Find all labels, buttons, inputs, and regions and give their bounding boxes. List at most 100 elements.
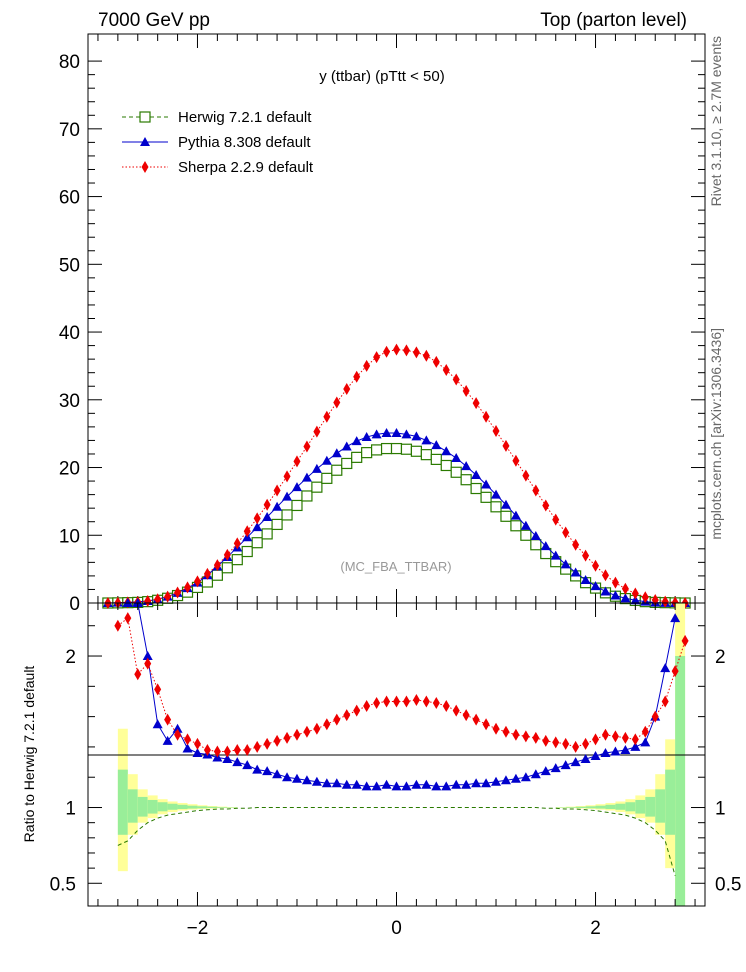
- ratio-point-filled-triangle: [222, 754, 233, 764]
- data-point-filled-diamond: [323, 410, 331, 423]
- ratio-point-filled-diamond: [313, 722, 321, 735]
- data-point-filled-diamond: [522, 469, 530, 482]
- ratio-point-filled-triangle: [500, 775, 511, 785]
- legend-entry: Herwig 7.2.1 default: [178, 109, 312, 126]
- ratio-point-filled-diamond: [502, 725, 510, 738]
- data-point-filled-diamond: [353, 370, 361, 383]
- ratio-point-filled-triangle: [431, 781, 442, 791]
- data-point-filled-triangle: [282, 491, 293, 501]
- upper-panel: y (ttbar) (pTtt < 50) (MC_FBA_TTBAR) 0 10…: [59, 33, 706, 615]
- data-point-filled-diamond: [601, 569, 609, 582]
- data-point-open-square: [500, 510, 512, 522]
- y-tick-label-ratio: 1: [65, 799, 76, 820]
- ratio-point-filled-diamond: [233, 743, 241, 756]
- band-stat: [575, 806, 586, 808]
- data-point-filled-triangle: [461, 461, 472, 471]
- ratio-point-filled-diamond: [174, 728, 182, 741]
- data-point-open-square: [261, 528, 273, 540]
- ratio-point-filled-diamond: [412, 693, 420, 706]
- data-point-filled-diamond: [363, 359, 371, 372]
- ratio-point-filled-diamond: [373, 696, 381, 709]
- x-tick-label: 2: [590, 918, 601, 939]
- ratio-point-filled-triangle: [510, 773, 521, 783]
- y-tick-label-upper: 30: [59, 391, 80, 412]
- ratio-point-filled-diamond: [154, 683, 162, 696]
- ratio-panel: 0.5 0.5 1 1 2 2 Ratio to Herwig 7.2.1 default: [21, 598, 741, 907]
- ratio-point-filled-diamond: [592, 733, 600, 746]
- data-point-open-square: [341, 457, 353, 470]
- ratio-point-filled-triangle: [630, 741, 641, 751]
- ratio-point-filled-diamond: [213, 745, 221, 758]
- data-point-filled-triangle: [570, 567, 581, 577]
- side-label-site: mcplots.cern.ch [arXiv:1306.3436]: [708, 328, 724, 540]
- upper-ticks: 0 10 20 30 40 50 60 70 80: [59, 34, 705, 615]
- data-point-filled-diamond: [572, 538, 580, 551]
- ratio-point-filled-triangle: [331, 778, 342, 788]
- ratio-point-filled-diamond: [402, 695, 410, 708]
- ratio-point-filled-triangle: [471, 778, 482, 788]
- ratio-point-filled-triangle: [192, 747, 203, 757]
- data-point-filled-diamond: [661, 595, 669, 608]
- ratio-point-filled-triangle: [162, 735, 173, 745]
- data-point-filled-diamond: [641, 591, 649, 604]
- data-point-filled-diamond: [592, 559, 600, 572]
- ratio-point-filled-triangle: [291, 773, 302, 783]
- ratio-point-filled-triangle: [401, 781, 412, 791]
- data-point-open-square: [380, 442, 393, 455]
- band-stat: [615, 803, 626, 810]
- ratio-point-filled-diamond: [203, 743, 211, 756]
- y-tick-label-upper: 40: [59, 323, 80, 344]
- data-point-filled-triangle: [540, 541, 551, 551]
- band-stat: [217, 807, 228, 808]
- ratio-point-filled-diamond: [562, 737, 570, 750]
- data-point-filled-triangle: [610, 590, 621, 600]
- data-point-filled-triangle: [311, 463, 322, 473]
- x-tick-label: −2: [187, 918, 209, 939]
- ratio-point-filled-triangle: [311, 776, 322, 786]
- data-point-open-square: [251, 537, 263, 549]
- data-point-filled-diamond: [343, 382, 351, 395]
- y-tick-label-ratio: 0.5: [50, 874, 76, 895]
- band-stat: [207, 806, 218, 808]
- ratio-point-filled-diamond: [383, 695, 391, 708]
- data-point-filled-diamond: [174, 586, 182, 599]
- data-point-filled-triangle: [351, 436, 362, 446]
- ratio-point-filled-triangle: [381, 779, 392, 789]
- data-point-open-square: [211, 569, 223, 581]
- data-point-filled-triangle: [421, 435, 432, 445]
- band-stat: [137, 796, 148, 817]
- data-point-filled-triangle: [520, 520, 531, 530]
- y-tick-label-upper: 10: [59, 526, 80, 547]
- chart-title: y (ttbar) (pTtt < 50): [319, 68, 444, 85]
- ratio-point-filled-triangle: [242, 760, 253, 770]
- ratio-point-filled-triangle: [262, 766, 273, 776]
- data-point-filled-triangle: [371, 429, 382, 439]
- data-point-filled-diamond: [293, 455, 301, 468]
- data-point-filled-triangle: [560, 559, 571, 569]
- data-point-filled-triangle: [411, 431, 422, 441]
- data-point-filled-diamond: [193, 575, 201, 588]
- data-point-open-square: [520, 529, 532, 541]
- data-point-filled-diamond: [333, 396, 341, 409]
- data-point-filled-triangle: [321, 455, 332, 465]
- ratio-point-filled-triangle: [172, 723, 183, 733]
- y-tick-label-upper: 0: [69, 594, 80, 615]
- data-point-filled-diamond: [631, 587, 639, 600]
- ratio-point-filled-diamond: [393, 695, 400, 708]
- band-stat: [625, 802, 636, 812]
- ratio-point-filled-triangle: [600, 747, 611, 757]
- ratio-point-filled-triangle: [590, 751, 601, 761]
- data-point-filled-diamond: [402, 344, 410, 357]
- ratio-point-filled-diamond: [671, 665, 679, 678]
- data-point-filled-diamond: [512, 454, 520, 467]
- ratio-point-filled-diamond: [432, 696, 440, 709]
- band-stat: [675, 656, 686, 906]
- ratio-point-filled-diamond: [283, 731, 291, 744]
- ratio-point-filled-triangle: [660, 663, 671, 673]
- header-right: Top (parton level): [540, 10, 687, 31]
- ratio-point-filled-diamond: [353, 704, 361, 717]
- data-point-filled-diamond: [621, 582, 629, 595]
- ratio-point-filled-triangle: [282, 772, 293, 782]
- ratio-line-open-square: [117, 807, 676, 876]
